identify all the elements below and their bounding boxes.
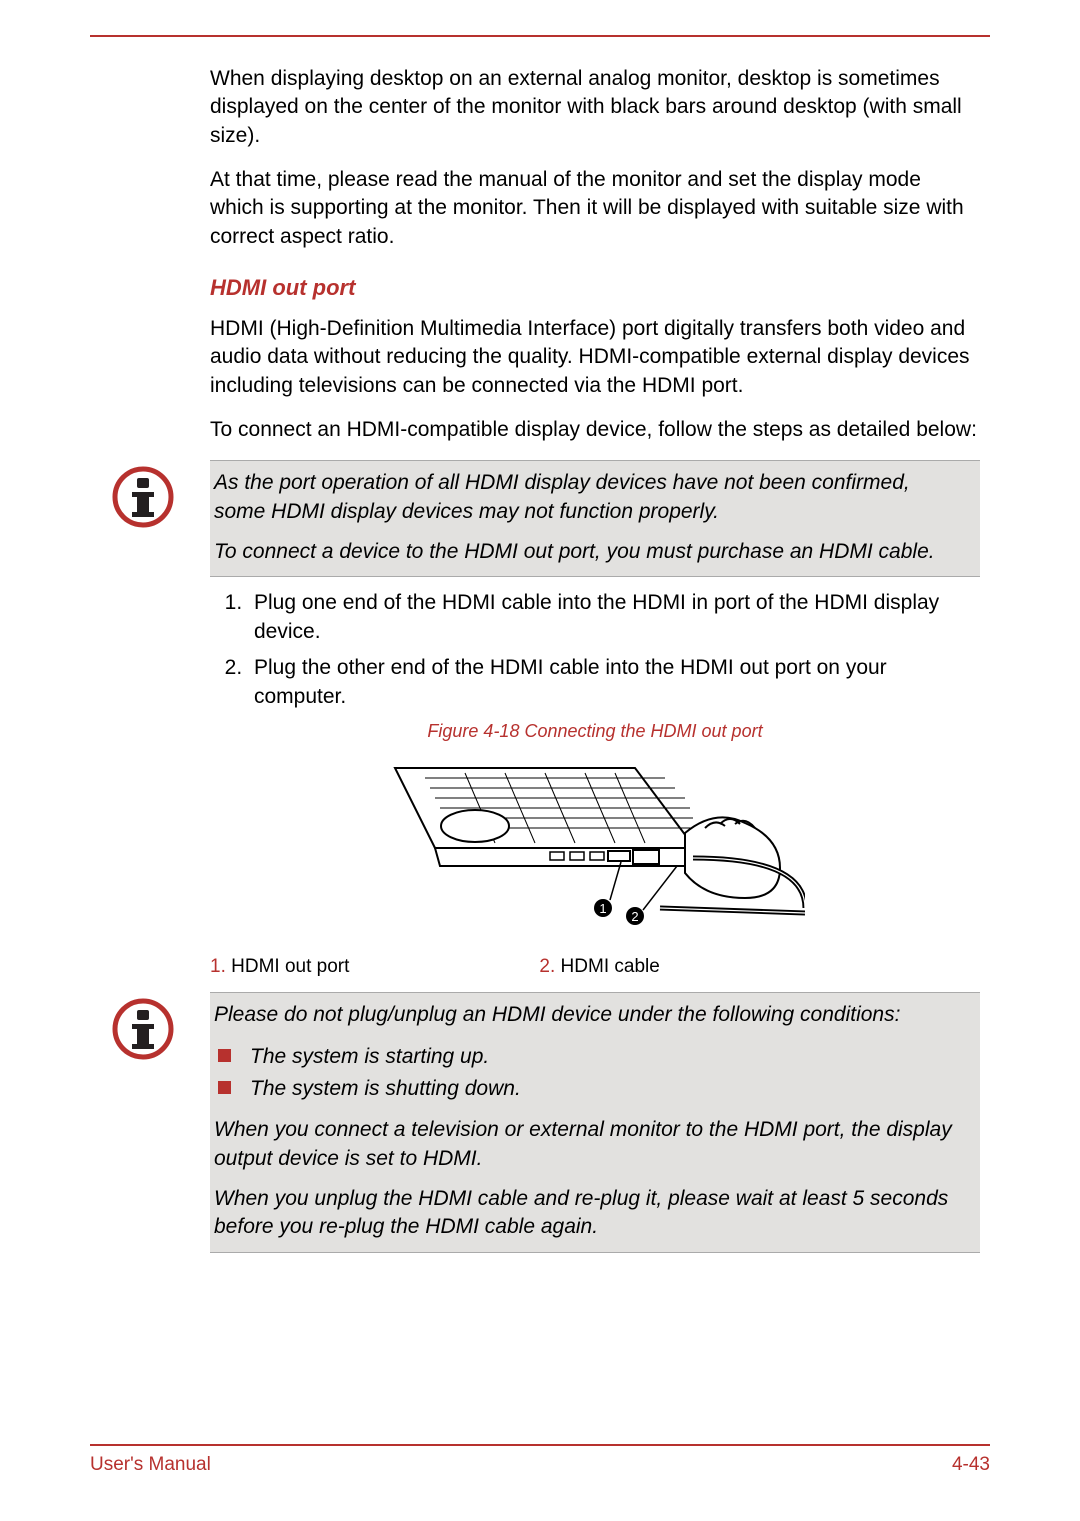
- info-body: As the port operation of all HDMI displa…: [210, 460, 980, 577]
- figure-caption: Figure 4-18 Connecting the HDMI out port: [210, 721, 980, 742]
- legend-1-num: 1.: [210, 956, 226, 977]
- note1-p1: As the port operation of all HDMI displa…: [214, 469, 966, 526]
- steps-list: Plug one end of the HDMI cable into the …: [240, 589, 980, 710]
- note2-p1: Please do not plug/unplug an HDMI device…: [214, 1001, 966, 1029]
- footer-right: 4-43: [952, 1454, 990, 1476]
- info-note-1: As the port operation of all HDMI displa…: [112, 460, 980, 577]
- step-2: Plug the other end of the HDMI cable int…: [248, 654, 980, 711]
- legend-2-num: 2.: [539, 956, 555, 977]
- note2-p2: When you connect a television or externa…: [214, 1116, 966, 1173]
- svg-text:1: 1: [599, 901, 606, 916]
- note2-bullet-1: The system is starting up.: [214, 1041, 966, 1073]
- step-1: Plug one end of the HDMI cable into the …: [248, 589, 980, 646]
- info-note-2: Please do not plug/unplug an HDMI device…: [112, 992, 980, 1253]
- info-icon-col: [112, 992, 194, 1253]
- note2-bullets: The system is starting up. The system is…: [214, 1041, 966, 1104]
- hdmi-paragraph-2: To connect an HDMI-compatible display de…: [210, 416, 980, 444]
- legend-1: 1. HDMI out port: [210, 956, 349, 978]
- figure-box: 1 2: [210, 748, 980, 948]
- info-icon: [112, 998, 174, 1060]
- intro-paragraph-2: At that time, please read the manual of …: [210, 166, 980, 251]
- legend-1-text: HDMI out port: [226, 956, 350, 977]
- legend-2-text: HDMI cable: [555, 956, 660, 977]
- hdmi-paragraph-1: HDMI (High-Definition Multimedia Interfa…: [210, 315, 980, 400]
- top-rule: [90, 35, 990, 37]
- page-footer: User's Manual 4-43: [90, 1444, 990, 1476]
- info-icon: [112, 466, 174, 528]
- figure-legend: 1. HDMI out port 2. HDMI cable: [210, 956, 980, 978]
- note2-p3: When you unplug the HDMI cable and re-pl…: [214, 1185, 966, 1242]
- info-icon-col: [112, 460, 194, 577]
- intro-paragraph-1: When displaying desktop on an external a…: [210, 65, 980, 150]
- footer-left: User's Manual: [90, 1454, 211, 1476]
- note1-p2: To connect a device to the HDMI out port…: [214, 538, 966, 566]
- note2-bullet-2: The system is shutting down.: [214, 1073, 966, 1105]
- page: When displaying desktop on an external a…: [0, 0, 1080, 1521]
- legend-2: 2. HDMI cable: [539, 956, 659, 978]
- section-heading-hdmi: HDMI out port: [210, 275, 980, 301]
- content-area: When displaying desktop on an external a…: [210, 65, 980, 1253]
- svg-text:2: 2: [631, 909, 638, 924]
- hdmi-figure-illustration: 1 2: [385, 748, 805, 948]
- info-body: Please do not plug/unplug an HDMI device…: [210, 992, 980, 1253]
